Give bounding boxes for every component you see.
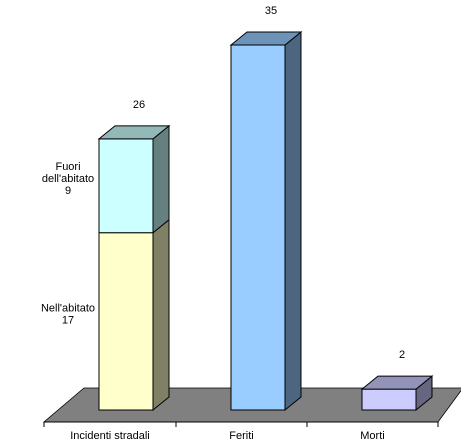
bar-side	[152, 218, 170, 412]
segment-label-line: Nell'abitato	[41, 302, 95, 314]
bar-total-label-2: 2	[399, 349, 405, 361]
segment-label-0: Nell'abitato 17	[41, 302, 95, 326]
bar-top-0	[97, 125, 171, 140]
segment-label-line: 9	[65, 185, 71, 197]
bar-front	[98, 138, 154, 234]
segment-label-1: Fuori dell'abitato 9	[42, 161, 94, 197]
category-label-2: Morti	[360, 430, 384, 442]
segment-label-line: 17	[62, 314, 74, 326]
bar-front	[230, 44, 286, 411]
bar-top-1	[229, 31, 303, 46]
bar-1-series-0	[230, 30, 302, 412]
bar-0-series-0	[98, 218, 170, 412]
bar-total-label-0: 26	[133, 99, 145, 111]
bar-side	[284, 30, 302, 412]
bar-front	[361, 388, 417, 411]
segment-label-line: dell'abitato	[42, 173, 94, 185]
segment-label-line: Fuori	[55, 161, 80, 173]
bar-front	[98, 232, 154, 411]
category-label-0: Incidenti stradali	[70, 430, 150, 442]
bar-top-2	[360, 375, 434, 390]
bar-0-series-1	[98, 124, 170, 234]
bar-total-label-1: 35	[265, 5, 277, 17]
category-label-1: Feriti	[229, 430, 253, 442]
bar-side	[152, 124, 170, 234]
